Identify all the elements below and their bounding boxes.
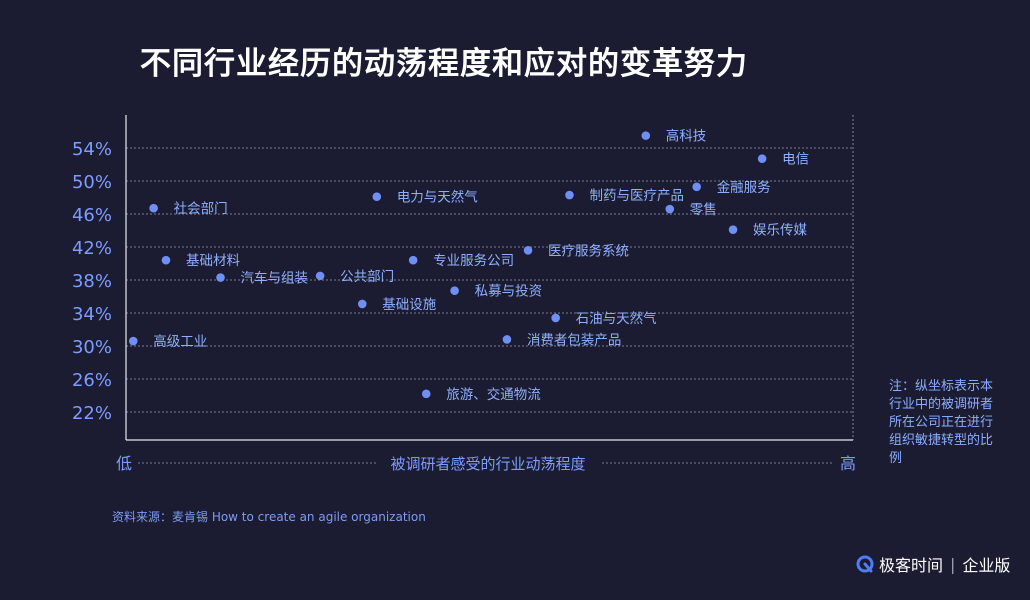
data-point — [408, 255, 418, 265]
data-point — [450, 286, 459, 296]
point-label: 基础材料 — [186, 252, 240, 269]
y-tick-label: 26% — [72, 370, 112, 391]
point-label: 消费者包装产品 — [527, 332, 622, 348]
point-label: 石油与天然气 — [576, 310, 657, 327]
brand-name: 极客时间 — [879, 556, 944, 575]
point-label: 零售 — [690, 202, 717, 218]
x-axis-labels: 低 高 被调研者感受的行业动荡程度 — [116, 454, 856, 473]
data-point — [551, 313, 560, 323]
y-tick-label: 38% — [72, 271, 112, 292]
brand-separator: | — [950, 554, 956, 574]
y-tick-label: 22% — [72, 403, 112, 424]
data-point — [757, 154, 767, 164]
grid-lines — [126, 147, 853, 413]
brand-suffix: 企业版 — [962, 556, 1011, 575]
axes — [125, 115, 854, 441]
data-point — [692, 182, 701, 192]
point-label: 社会部门 — [174, 201, 228, 217]
point-label: 旅游、交通物流 — [446, 386, 541, 403]
y-tick-labels: 22% 26% 30% 34% 38% 42% 46% 50% 54% — [72, 139, 112, 424]
data-point — [665, 204, 675, 214]
axis-note: 注：纵坐标表示本行业中的被调研者所在公司正在进行组织敏捷转型的比例 — [889, 379, 994, 466]
data-point — [523, 246, 533, 255]
x-axis-title: 被调研者感受的行业动荡程度 — [390, 455, 585, 473]
y-tick-label: 30% — [72, 337, 112, 358]
point-label: 金融服务 — [717, 180, 771, 196]
point-label: 高科技 — [666, 128, 707, 145]
data-points — [128, 131, 767, 399]
y-tick-label: 54% — [72, 139, 112, 160]
point-label: 制药与医疗产品 — [589, 188, 684, 204]
point-label: 医疗服务系统 — [548, 243, 629, 259]
data-point — [372, 192, 382, 201]
point-label: 汽车与组装 — [241, 270, 309, 287]
source-citation: 资料来源：麦肯锡 How to create an agile organiza… — [112, 510, 426, 524]
y-tick-label: 42% — [72, 238, 112, 259]
point-label: 电信 — [782, 152, 809, 168]
chart-title: 不同行业经历的动荡程度和应对的变革努力 — [140, 46, 748, 82]
data-point — [728, 225, 738, 234]
point-label: 公共部门 — [340, 269, 394, 285]
data-point — [421, 389, 431, 399]
data-point — [502, 335, 512, 344]
data-point — [315, 271, 325, 281]
y-tick-label: 46% — [72, 205, 112, 226]
point-label: 电力与天然气 — [397, 189, 478, 206]
point-label: 私募与投资 — [475, 284, 543, 300]
data-point — [216, 273, 225, 282]
point-label: 专业服务公司 — [433, 253, 514, 269]
data-point — [149, 203, 158, 213]
x-low-label: 低 — [116, 454, 132, 473]
point-label: 基础设施 — [382, 296, 436, 313]
data-point — [161, 255, 171, 265]
brand-logo: 极客时间 | 企业版 — [856, 552, 1010, 576]
data-point — [357, 299, 367, 309]
data-point — [565, 190, 574, 200]
data-point — [641, 131, 651, 140]
x-high-label: 高 — [840, 454, 856, 473]
brand-icon — [856, 555, 874, 573]
data-point — [128, 336, 138, 346]
y-tick-label: 50% — [72, 172, 112, 193]
y-tick-label: 34% — [72, 304, 112, 325]
point-label: 娱乐传媒 — [753, 223, 807, 239]
point-label: 高级工业 — [153, 333, 207, 350]
